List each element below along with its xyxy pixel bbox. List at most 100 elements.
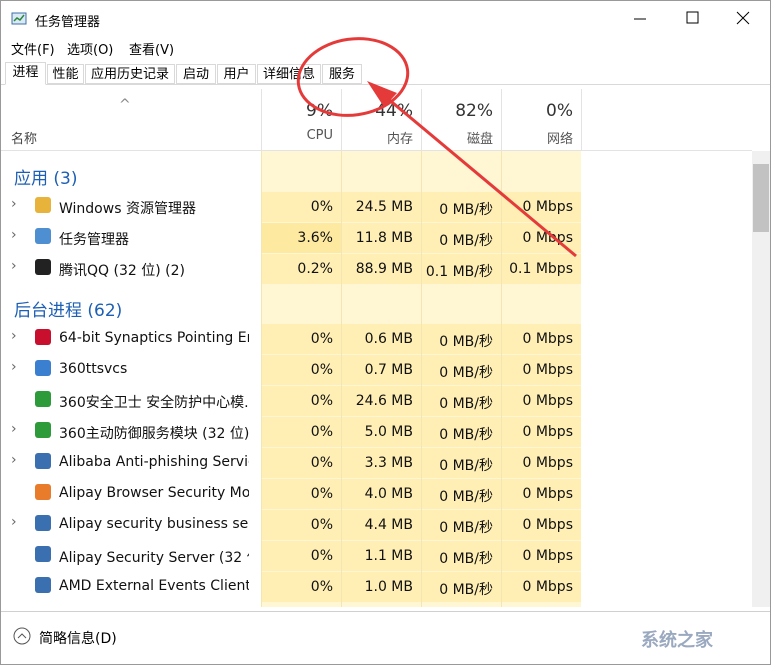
cell-value: 0% (310, 393, 333, 409)
process-icon (35, 259, 51, 275)
scroll-thumb[interactable] (753, 164, 769, 232)
watermark: 系统之家 (641, 630, 713, 651)
cell-bg (422, 572, 501, 602)
column-separator (581, 89, 582, 151)
process-name[interactable]: 腾讯QQ (32 位) (2) (59, 263, 185, 279)
cell-value: 0% (310, 548, 333, 564)
expand-arrow[interactable]: › (11, 328, 17, 344)
column-percent[interactable]: 44% (375, 101, 413, 121)
tab[interactable]: 详细信息 (257, 64, 321, 84)
cell-bg (502, 417, 581, 447)
column-percent[interactable]: 0% (546, 101, 573, 121)
process-name[interactable]: 360ttsvcs (59, 361, 128, 377)
process-name[interactable]: Windows 资源管理器 (59, 201, 196, 217)
cell-value: 0% (310, 199, 333, 215)
process-icon (35, 577, 51, 593)
process-name[interactable]: 360安全卫士 安全防护中心模... (59, 395, 249, 411)
tab[interactable]: 启动 (176, 64, 216, 84)
process-icon (35, 197, 51, 213)
process-name[interactable]: Alipay Browser Security Mon... (59, 485, 249, 501)
cell-bg (502, 386, 581, 416)
cell-value: 0 Mbps (522, 362, 573, 378)
cell-bg (342, 254, 421, 284)
cell-value: 4.0 MB (364, 486, 413, 502)
column-header[interactable]: CPU (306, 128, 333, 143)
cell-value: 0.1 MB/秒 (425, 264, 493, 280)
column-header[interactable]: 内存 (386, 132, 413, 147)
process-name[interactable]: 64-bit Synaptics Pointing Enh... (59, 330, 249, 346)
menu-item[interactable]: 文件(F) (11, 43, 55, 58)
cell-value: 1.1 MB (364, 548, 413, 564)
cell-bg (422, 324, 501, 354)
expand-arrow[interactable]: › (11, 421, 17, 437)
cell-value: 0 MB/秒 (439, 489, 493, 505)
cell-value: 11.8 MB (355, 230, 413, 246)
cell-bg (422, 541, 501, 571)
tab[interactable]: 用户 (217, 64, 256, 84)
cell-value: 4.4 MB (364, 517, 413, 533)
cell-bg (342, 479, 421, 509)
process-icon (35, 422, 51, 438)
process-icon (35, 515, 51, 531)
process-icon (35, 391, 51, 407)
cell-value: 0 MB/秒 (439, 365, 493, 381)
expand-arrow[interactable]: › (11, 227, 17, 243)
column-header[interactable]: 磁盘 (466, 132, 493, 147)
cell-bg (342, 448, 421, 478)
expand-arrow[interactable]: › (11, 258, 17, 274)
cell-value: 0 Mbps (522, 548, 573, 564)
menu-item[interactable]: 查看(V) (129, 43, 175, 58)
cell-value: 0% (310, 424, 333, 440)
process-name[interactable]: Alibaba Anti-phishing Servic... (59, 454, 249, 470)
cell-bg (422, 510, 501, 540)
cell-bg (262, 572, 341, 602)
cell-value: 0% (310, 455, 333, 471)
window-title: 任务管理器 (35, 15, 101, 30)
cell-value: 3.3 MB (364, 455, 413, 471)
process-name[interactable]: AMD External Events Client ... (59, 578, 249, 594)
expand-arrow[interactable]: › (11, 196, 17, 212)
cell-value: 0 Mbps (522, 455, 573, 471)
menu-item[interactable]: 选项(O) (67, 43, 114, 58)
cell-bg (502, 541, 581, 571)
cell-bg (262, 223, 341, 253)
column-header[interactable]: 名称 (11, 132, 38, 147)
scrollbar[interactable] (752, 151, 770, 607)
footer-link[interactable]: 简略信息(D) (39, 631, 117, 647)
footer-icon[interactable] (12, 626, 32, 646)
cell-bg (502, 479, 581, 509)
sort-caret: ^ (119, 97, 131, 113)
column-percent[interactable]: 82% (455, 101, 493, 121)
cell-bg (502, 355, 581, 385)
tab[interactable]: 性能 (47, 64, 84, 84)
process-name[interactable]: 任务管理器 (59, 232, 129, 248)
tab[interactable]: 服务 (322, 64, 362, 84)
cell-bg (262, 541, 341, 571)
cell-bg (262, 254, 341, 284)
column-percent[interactable]: 9% (306, 101, 333, 121)
cell-value: 0 MB/秒 (439, 396, 493, 412)
tab-selected[interactable]: 进程 (5, 62, 46, 85)
expand-arrow[interactable]: › (11, 359, 17, 375)
cell-value: 1.0 MB (364, 579, 413, 595)
process-name[interactable]: Alipay Security Server (32 位) (59, 550, 249, 566)
cell-bg (502, 572, 581, 602)
tab[interactable]: 应用历史记录 (85, 64, 175, 84)
cell-bg (422, 254, 501, 284)
process-name[interactable]: Alipay security business servi... (59, 516, 249, 532)
cell-bg (422, 355, 501, 385)
cell-bg (262, 324, 341, 354)
process-icon (35, 360, 51, 376)
cell-value: 3.6% (297, 230, 333, 246)
cell-value: 0 MB/秒 (439, 551, 493, 567)
column-header[interactable]: 网络 (546, 132, 573, 147)
expand-arrow[interactable]: › (11, 452, 17, 468)
window-controls[interactable] (621, 1, 771, 35)
cell-bg (342, 355, 421, 385)
cell-bg (262, 192, 341, 222)
process-name[interactable]: 360主动防御服务模块 (32 位) (59, 426, 249, 442)
expand-arrow[interactable]: › (11, 514, 17, 530)
cell-value: 0.2% (297, 261, 333, 277)
cell-bg (342, 324, 421, 354)
cell-value: 0 MB/秒 (439, 458, 493, 474)
